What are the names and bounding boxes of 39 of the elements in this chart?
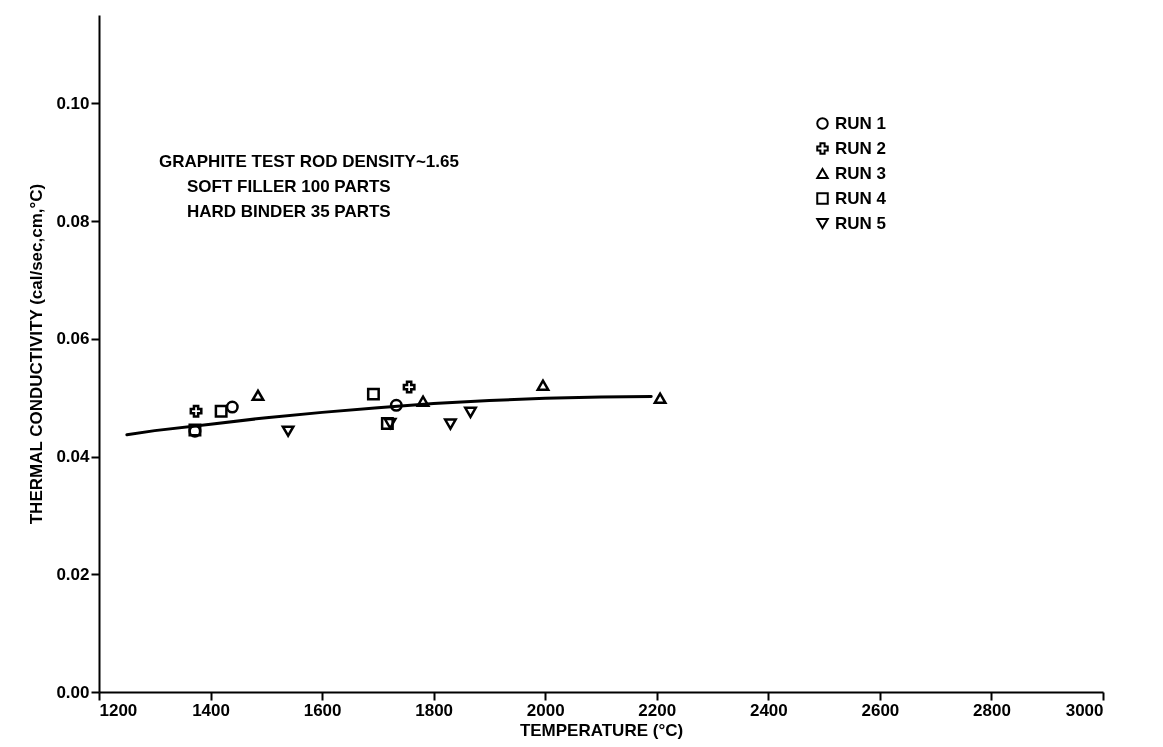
point — [463, 406, 477, 419]
point — [653, 392, 667, 405]
x-tick-label: 2600 — [861, 700, 900, 720]
point — [402, 380, 416, 394]
point — [416, 395, 430, 407]
point — [281, 425, 295, 437]
annotation: GRAPHITE TEST ROD DENSITY~1.65 — [159, 152, 459, 171]
point — [189, 404, 203, 418]
legend-label: RUN 4 — [835, 188, 887, 208]
x-tick-label: 2800 — [973, 700, 1011, 720]
x-tick-label: 1400 — [192, 700, 230, 720]
point — [214, 404, 228, 418]
annotation: HARD BINDER 35 PARTS — [187, 202, 391, 221]
y-tick-label: 0.10 — [56, 93, 90, 113]
x-tick-label: 3000 — [1065, 700, 1104, 720]
point — [389, 398, 403, 412]
y-tick-label: 0.00 — [56, 682, 90, 702]
point — [225, 400, 239, 414]
y-tick-label: 0.08 — [56, 211, 90, 231]
x-tick-label: 1200 — [99, 700, 138, 720]
x-axis-title: TEMPERATURE (°C) — [519, 720, 684, 740]
legend-label: RUN 1 — [835, 113, 887, 133]
x-tick-label: 2200 — [638, 700, 677, 720]
legend-label: RUN 2 — [835, 138, 887, 158]
legend-label: RUN 3 — [835, 163, 887, 183]
legend-label: RUN 5 — [835, 213, 887, 233]
point — [366, 387, 380, 401]
point — [443, 418, 457, 430]
y-tick-label: 0.04 — [56, 447, 91, 467]
x-tick-label: 2000 — [526, 700, 565, 720]
x-tick-label: 2400 — [749, 700, 788, 720]
point — [251, 389, 265, 402]
point — [536, 379, 550, 392]
y-tick-label: 0.06 — [56, 329, 90, 349]
x-tick-label: 1600 — [303, 700, 342, 720]
y-tick-label: 0.02 — [56, 564, 90, 584]
x-tick-label: 1800 — [415, 700, 454, 720]
y-axis-title: THERMAL CONDUCTIVITY (cal/sec,cm,°C) — [27, 183, 47, 525]
annotation: SOFT FILLER 100 PARTS — [187, 177, 391, 196]
